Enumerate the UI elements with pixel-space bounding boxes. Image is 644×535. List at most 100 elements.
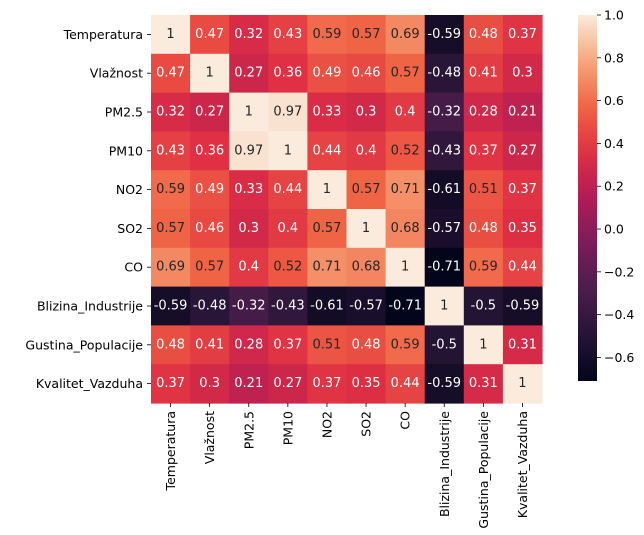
x-tick-label: SO2 — [359, 411, 374, 437]
colorbar-tick-label: −0.4 — [604, 307, 634, 322]
heatmap-cell — [463, 286, 504, 326]
heatmap-cell — [385, 325, 426, 365]
colorbar-tick-label: −0.2 — [604, 264, 634, 279]
heatmap-cell — [346, 209, 387, 249]
cell-value-label: -0.5 — [432, 337, 457, 352]
heatmap-cell — [502, 364, 543, 404]
cell-value-label: 0.41 — [195, 337, 224, 352]
heatmap-cell — [502, 92, 543, 132]
heatmap-cell — [151, 92, 191, 132]
colorbar-tick-label: 0.4 — [604, 136, 624, 151]
y-tick-label: SO2 — [117, 221, 143, 236]
colorbar-tick-label: −0.6 — [604, 350, 634, 365]
cell-value-label: 0.4 — [395, 105, 416, 120]
cell-value-label: 0.21 — [508, 105, 537, 120]
cell-value-label: 0.41 — [469, 66, 498, 81]
heatmap-cell — [502, 325, 543, 365]
cell-value-label: -0.32 — [427, 105, 461, 120]
cell-value-label: 0.59 — [312, 27, 341, 42]
cell-value-label: 1 — [518, 376, 526, 391]
colorbar-tick-label: 0.2 — [604, 179, 624, 194]
cell-value-label: 0.48 — [156, 337, 185, 352]
cell-value-label: 0.59 — [156, 182, 185, 197]
cell-value-label: 0.57 — [156, 221, 185, 236]
x-tick-label: CO — [398, 411, 413, 430]
colorbar-tick-label: 1.0 — [604, 8, 624, 23]
cell-value-label: 0.4 — [356, 143, 377, 158]
cell-value-label: -0.57 — [427, 221, 461, 236]
cell-value-label: 0.46 — [195, 221, 224, 236]
cell-value-label: -0.5 — [471, 299, 496, 314]
heatmap-cell — [346, 92, 387, 132]
heatmap-cell — [190, 286, 230, 326]
heatmap-cell — [463, 325, 504, 365]
heatmap-cell — [151, 53, 191, 94]
cell-value-label: 0.35 — [352, 376, 381, 391]
cell-value-label: 0.69 — [391, 27, 420, 42]
cell-value-label: 0.21 — [234, 376, 263, 391]
cell-value-label: 0.59 — [469, 260, 498, 275]
heatmap-cell — [190, 170, 230, 210]
heatmap-cell — [151, 247, 191, 288]
heatmap-cell — [502, 209, 543, 249]
cell-value-label: 0.71 — [391, 182, 420, 197]
heatmap-cell — [268, 131, 308, 171]
heatmap-cell — [151, 15, 191, 55]
colorbar-gradient — [578, 15, 597, 381]
cell-value-label: 0.51 — [312, 337, 341, 352]
heatmap-cell — [151, 131, 191, 171]
heatmap-cell — [268, 364, 308, 404]
heatmap-cell — [190, 53, 230, 94]
heatmap-cell — [502, 247, 543, 288]
heatmap-cell — [307, 170, 348, 210]
cell-value-label: 0.36 — [195, 143, 224, 158]
heatmap-cell — [229, 131, 269, 171]
heatmap-cell — [385, 170, 426, 210]
cell-value-label: 0.37 — [508, 182, 537, 197]
cell-value-label: 1 — [440, 299, 448, 314]
cell-value-label: 0.68 — [352, 260, 381, 275]
y-tick-label: NO2 — [116, 182, 143, 197]
heatmap-cell — [229, 286, 269, 326]
heatmap-cell — [307, 53, 348, 94]
heatmap-cell — [385, 92, 426, 132]
heatmap-cells — [151, 15, 543, 404]
heatmap-cell — [424, 131, 465, 171]
heatmap-cell — [463, 247, 504, 288]
heatmap-cell — [424, 209, 465, 249]
x-tick-label: Temperatura — [163, 411, 178, 491]
heatmap-cell — [307, 209, 348, 249]
heatmap-cell — [346, 286, 387, 326]
heatmap-cell — [385, 247, 426, 288]
heatmap-cell — [463, 92, 504, 132]
heatmap-cell — [424, 247, 465, 288]
heatmap-cell — [268, 325, 308, 365]
y-tick-label: Gustina_Populacije — [25, 337, 143, 352]
heatmap-cell — [190, 209, 230, 249]
cell-value-label: 0.36 — [273, 66, 302, 81]
cell-value-label: 0.4 — [238, 260, 259, 275]
cell-value-label: -0.59 — [427, 376, 461, 391]
heatmap-cell — [307, 15, 348, 55]
colorbar-tick-label: 0.8 — [604, 50, 624, 65]
cell-value-label: 1 — [245, 105, 253, 120]
cell-value-label: 1 — [323, 182, 331, 197]
heatmap-cell — [229, 325, 269, 365]
heatmap-cell — [463, 209, 504, 249]
cell-value-label: -0.61 — [427, 182, 461, 197]
cell-value-label: 1 — [284, 143, 292, 158]
y-tick-label: PM10 — [109, 143, 143, 158]
cell-value-label: -0.48 — [193, 299, 227, 314]
heatmap-cell — [385, 209, 426, 249]
cell-value-label: 0.3 — [199, 376, 220, 391]
cell-value-label: 0.48 — [352, 337, 381, 352]
cell-value-label: 0.37 — [156, 376, 185, 391]
y-tick-label: Temperatura — [63, 27, 143, 42]
y-tick-label: Blizina_Industrije — [37, 299, 143, 314]
cell-value-label: 0.48 — [469, 221, 498, 236]
heatmap-cell — [151, 209, 191, 249]
heatmap-cell — [229, 92, 269, 132]
heatmap-cell-labels: 1 0.47 0.32 0.43 0.59 0.57 0.69 -0.59 0.48 0.37 0.… — [154, 27, 540, 391]
cell-value-label: 1 — [166, 27, 174, 42]
cell-value-label: 0.31 — [508, 337, 537, 352]
